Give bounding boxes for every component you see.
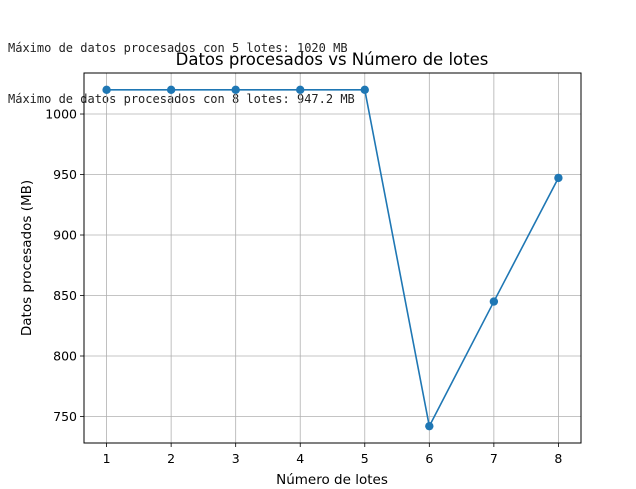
y-tick-label: 900 [53,228,77,243]
data-point [166,85,176,95]
data-point [102,85,111,95]
data-point [360,85,369,95]
console-output: Máximo de datos procesados con 5 lotes: … [8,6,355,125]
x-axis-label: Número de lotes [276,472,388,488]
data-point [231,85,240,95]
console-line: Máximo de datos procesados con 5 lotes: … [8,41,348,55]
y-tick-label: 750 [53,409,77,424]
x-tick-label: 2 [167,451,175,466]
data-point [554,173,563,183]
series-layer [102,85,563,431]
x-tick-label: 4 [296,451,304,466]
y-tick-label: 800 [53,349,77,364]
x-tick-label: 8 [554,451,562,466]
plot-frame [83,72,582,444]
x-tick-label: 3 [232,451,240,466]
x-tick-label: 5 [361,451,369,466]
chart-title: Datos procesados vs Número de lotes [176,50,489,69]
grid-lines [84,73,581,443]
y-axis-label: Datos procesados (MB) [19,180,35,336]
series-line [106,89,560,429]
x-tick-label: 7 [490,451,498,466]
tick-layer: 1 2 3 4 5 6 7 8 750 800 850 900 950 1000 [45,107,562,466]
data-point [296,85,305,95]
y-tick-label: 1000 [45,107,77,122]
console-line: Máximo de datos procesados con 8 lotes: … [8,92,355,106]
x-tick-label: 6 [425,451,433,466]
data-point [425,421,434,431]
y-tick-label: 950 [53,167,77,182]
y-tick-label: 850 [53,288,77,303]
x-tick-label: 1 [103,451,111,466]
data-point [489,297,499,306]
